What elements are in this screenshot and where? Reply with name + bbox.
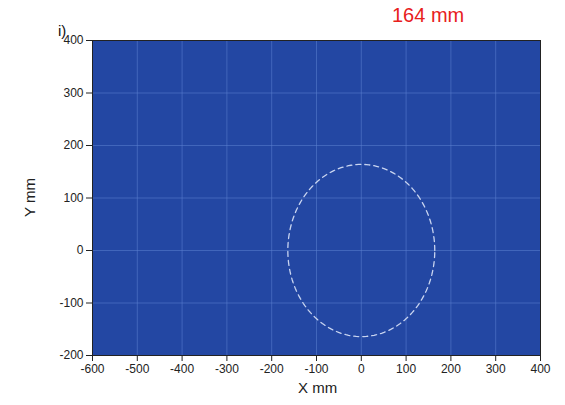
svg-text:200: 200 [63,138,83,152]
svg-text:400: 400 [530,362,550,376]
svg-text:-200: -200 [59,348,83,362]
svg-text:-300: -300 [215,362,239,376]
svg-text:100: 100 [396,362,416,376]
svg-text:300: 300 [486,362,506,376]
html-text:Y mm: Y mm [21,177,38,217]
svg-text:-400: -400 [170,362,194,376]
html-text:X mm: X mm [298,379,338,396]
html-text:i): i) [58,22,67,39]
html-text:164 mm: 164 mm [392,4,465,26]
svg-text:-100: -100 [59,296,83,310]
svg-text:400: 400 [63,33,83,47]
svg-text:300: 300 [63,86,83,100]
svg-text:0: 0 [358,362,365,376]
svg-text:-100: -100 [304,362,328,376]
svg-text:-500: -500 [125,362,149,376]
svg-text:0: 0 [77,243,84,257]
svg-text:-200: -200 [260,362,284,376]
svg-text:-600: -600 [80,362,104,376]
svg-text:200: 200 [441,362,461,376]
svg-text:100: 100 [63,191,83,205]
